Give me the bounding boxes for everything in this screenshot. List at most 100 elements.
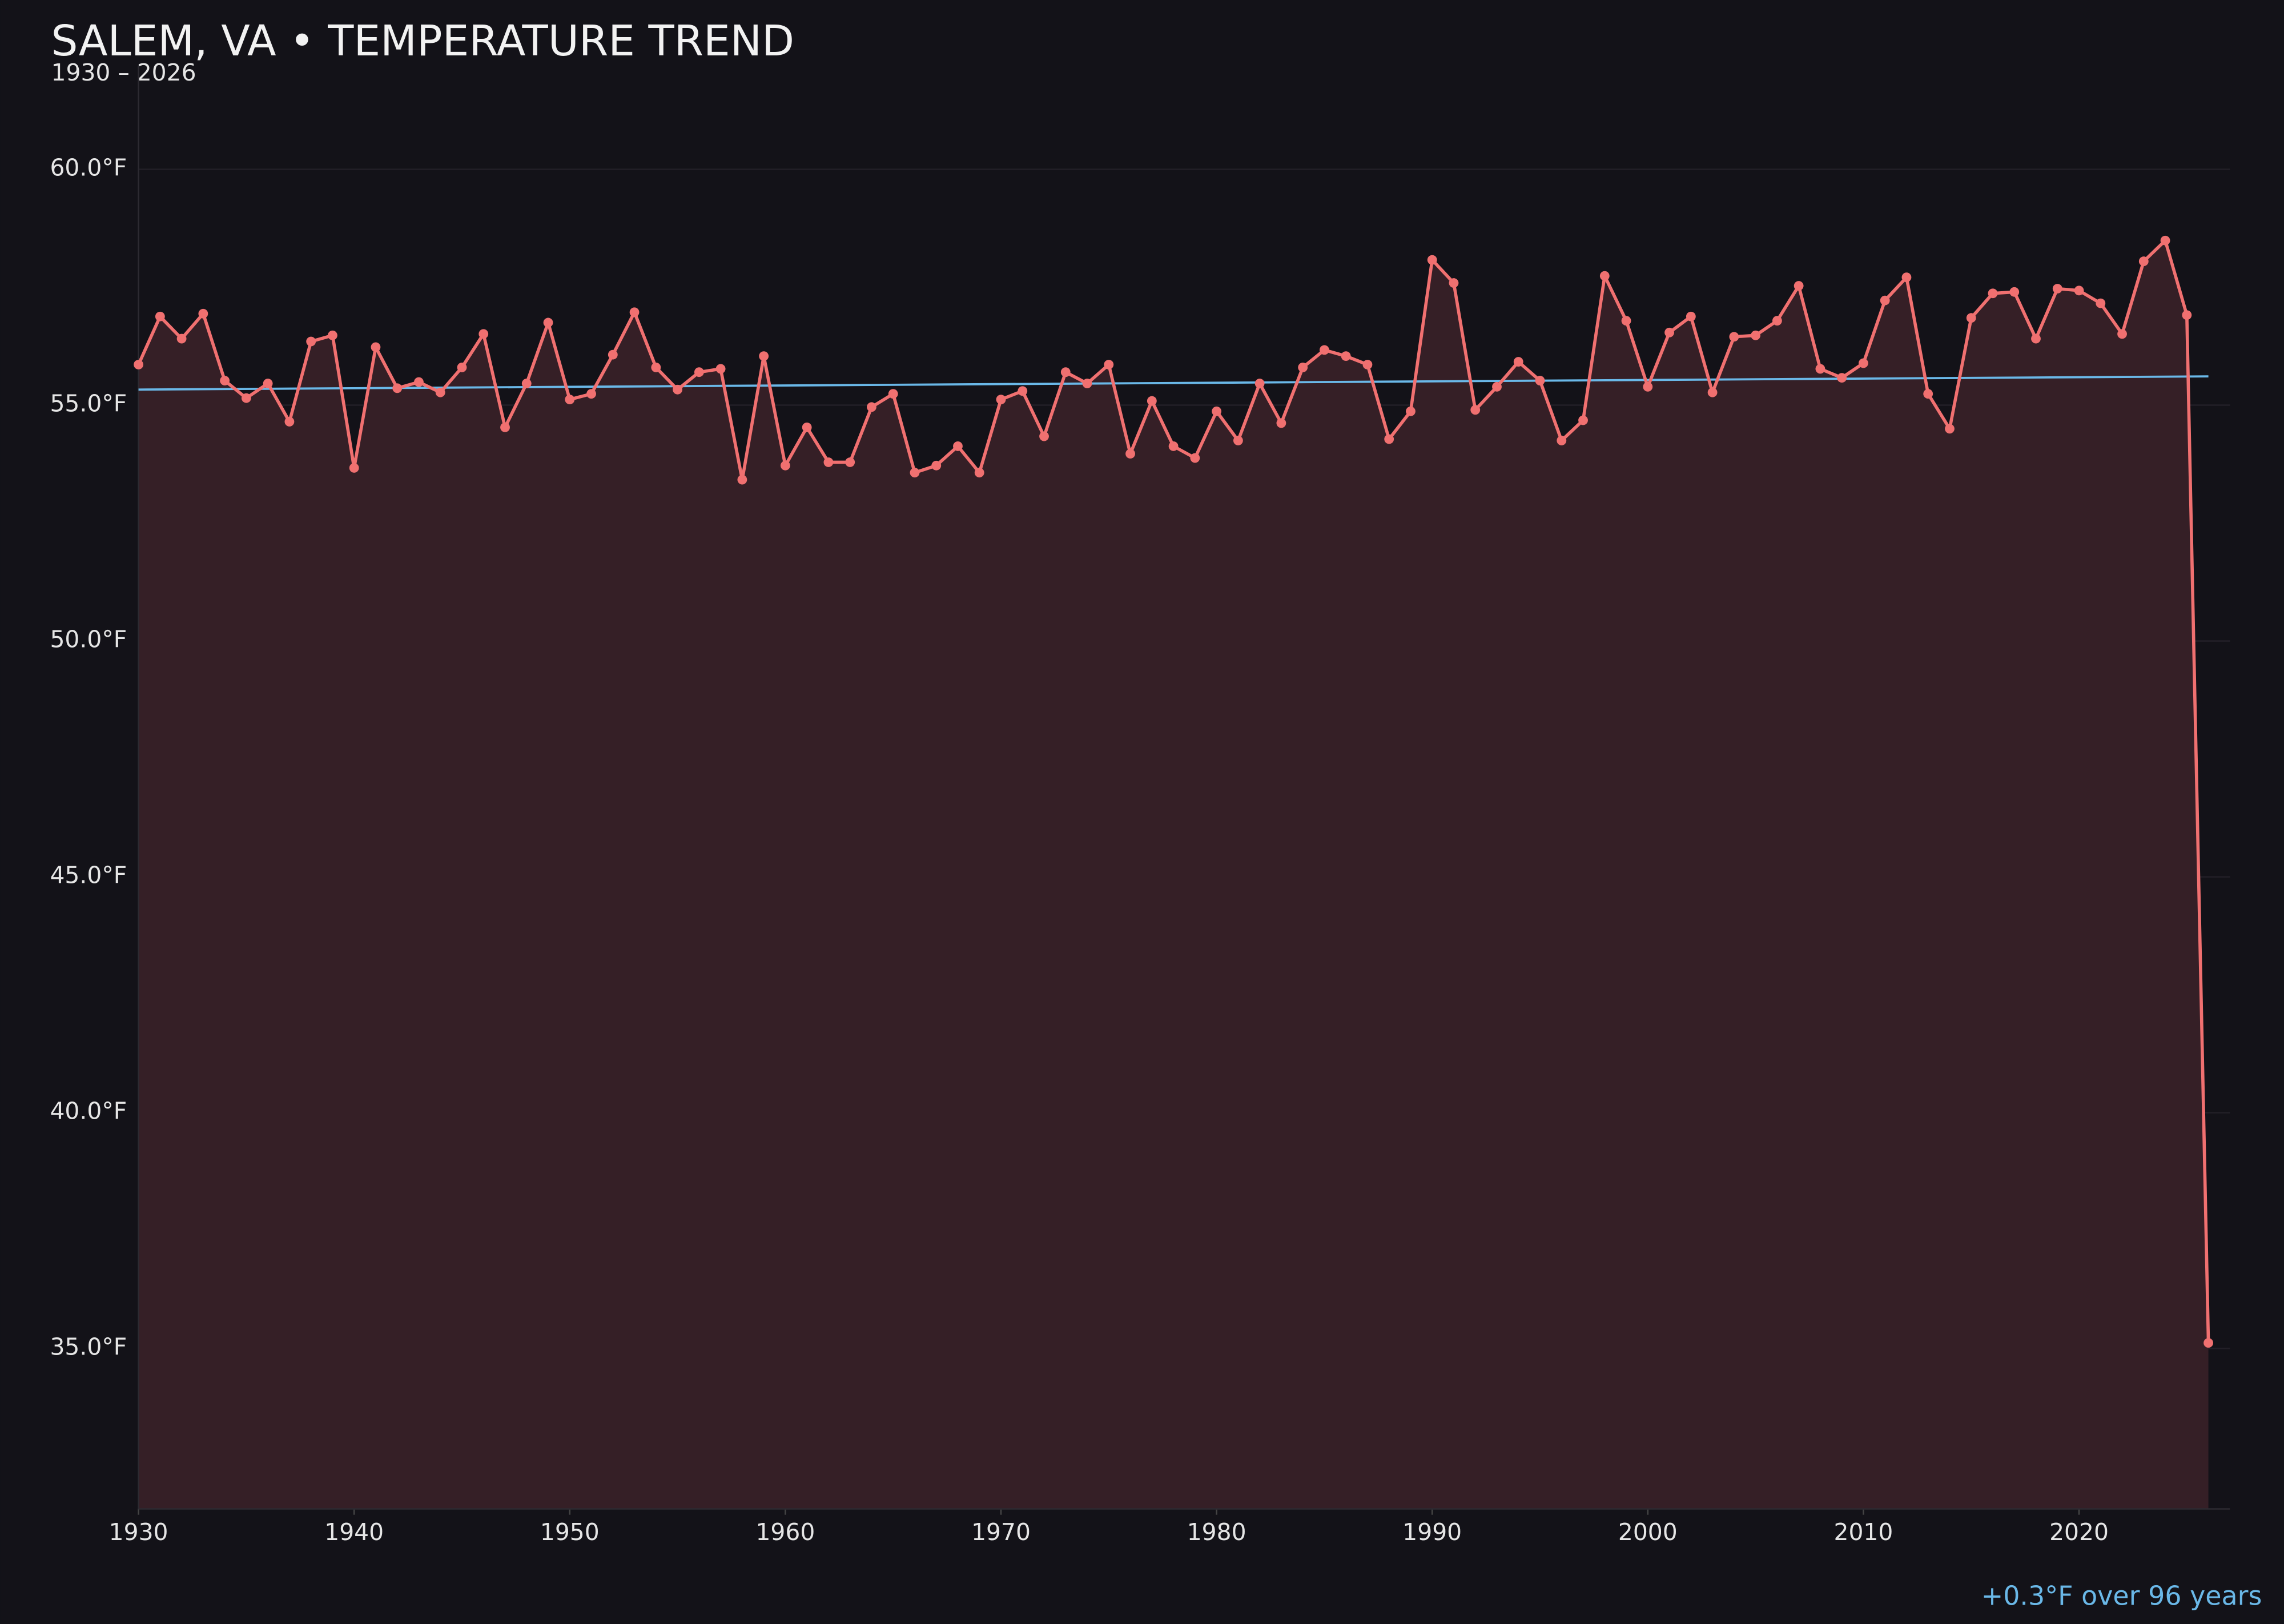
point: [198, 308, 208, 319]
point: [1707, 387, 1718, 397]
point: [1794, 281, 1804, 291]
point: [1341, 351, 1351, 361]
point: [1837, 373, 1847, 383]
point: [996, 395, 1006, 405]
point: [1276, 418, 1286, 428]
point: [1298, 363, 1308, 372]
point: [1880, 295, 1890, 305]
point: [1578, 415, 1588, 425]
point: [1729, 332, 1739, 342]
point: [220, 376, 230, 385]
y-tick-label: 50.0°F: [50, 626, 127, 653]
point: [910, 468, 920, 478]
point: [349, 463, 359, 473]
point: [2182, 310, 2192, 320]
point: [134, 360, 144, 369]
point: [2031, 333, 2041, 344]
point: [759, 351, 769, 361]
point: [1060, 367, 1071, 377]
point: [435, 387, 445, 397]
point: [1212, 406, 1222, 416]
point: [1901, 272, 1912, 283]
point: [694, 367, 704, 377]
point: [1018, 386, 1028, 396]
point: [845, 457, 855, 467]
point: [2160, 235, 2170, 246]
point: [2052, 284, 2062, 294]
point: [1751, 330, 1761, 340]
point: [263, 379, 273, 388]
point: [1125, 449, 1135, 459]
point: [457, 363, 467, 372]
point: [1406, 406, 1416, 416]
point: [867, 402, 876, 412]
point: [1362, 360, 1373, 369]
point: [1535, 376, 1545, 385]
point: [823, 457, 834, 467]
x-tick-label: 1990: [1402, 1518, 1462, 1546]
point: [974, 468, 984, 478]
x-tick-label: 1970: [971, 1518, 1031, 1546]
point: [2096, 298, 2106, 308]
trend-line: [138, 375, 2209, 391]
point: [673, 384, 683, 395]
x-tick-label: 2010: [1834, 1518, 1893, 1546]
point: [651, 363, 661, 372]
point: [1470, 405, 1481, 415]
point: [1772, 316, 1782, 326]
y-tick-label: 35.0°F: [50, 1333, 127, 1361]
point: [608, 349, 618, 360]
point: [586, 389, 596, 399]
point: [1859, 358, 1868, 368]
point: [2203, 1338, 2214, 1348]
point: [1621, 316, 1631, 326]
area: [138, 240, 2209, 1509]
point: [176, 333, 187, 344]
y-tick-label: 45.0°F: [50, 862, 127, 889]
point: [1190, 453, 1200, 463]
point: [1557, 436, 1567, 445]
point: [629, 307, 640, 317]
chart-subtitle: 1930 – 2026: [51, 59, 196, 86]
point: [328, 330, 337, 340]
point: [1599, 271, 1610, 281]
x-tick-label: 1980: [1187, 1518, 1246, 1546]
point: [1168, 441, 1179, 451]
point: [2009, 287, 2020, 297]
point: [1384, 434, 1394, 444]
point: [306, 336, 316, 347]
point: [392, 383, 403, 393]
point: [155, 311, 165, 321]
point: [1427, 255, 1437, 265]
point: [1513, 357, 1523, 367]
point: [1449, 278, 1459, 288]
point: [780, 460, 790, 471]
point: [1923, 389, 1933, 399]
y-tick-label: 40.0°F: [50, 1098, 127, 1125]
y-tick-label: 55.0°F: [50, 390, 127, 417]
x-tick-label: 1950: [540, 1518, 600, 1546]
y-tick-label: 60.0°F: [50, 154, 127, 182]
point: [284, 417, 295, 427]
point: [1686, 311, 1696, 321]
x-tick-label: 1960: [755, 1518, 815, 1546]
point: [565, 395, 575, 405]
point: [953, 441, 963, 451]
point: [931, 460, 942, 471]
point: [1147, 396, 1157, 406]
point: [1988, 288, 1998, 299]
point: [1945, 424, 1955, 434]
point: [737, 475, 747, 485]
point: [802, 422, 812, 432]
point: [1319, 345, 1329, 355]
point: [1233, 436, 1243, 445]
point: [888, 389, 898, 399]
point: [1643, 381, 1653, 392]
point: [1039, 431, 1049, 441]
point: [2117, 329, 2127, 339]
point: [1492, 381, 1502, 392]
x-tick-label: 1940: [324, 1518, 384, 1546]
trend-annotation: +0.3°F over 96 years: [1981, 1581, 2262, 1611]
point: [521, 379, 532, 388]
